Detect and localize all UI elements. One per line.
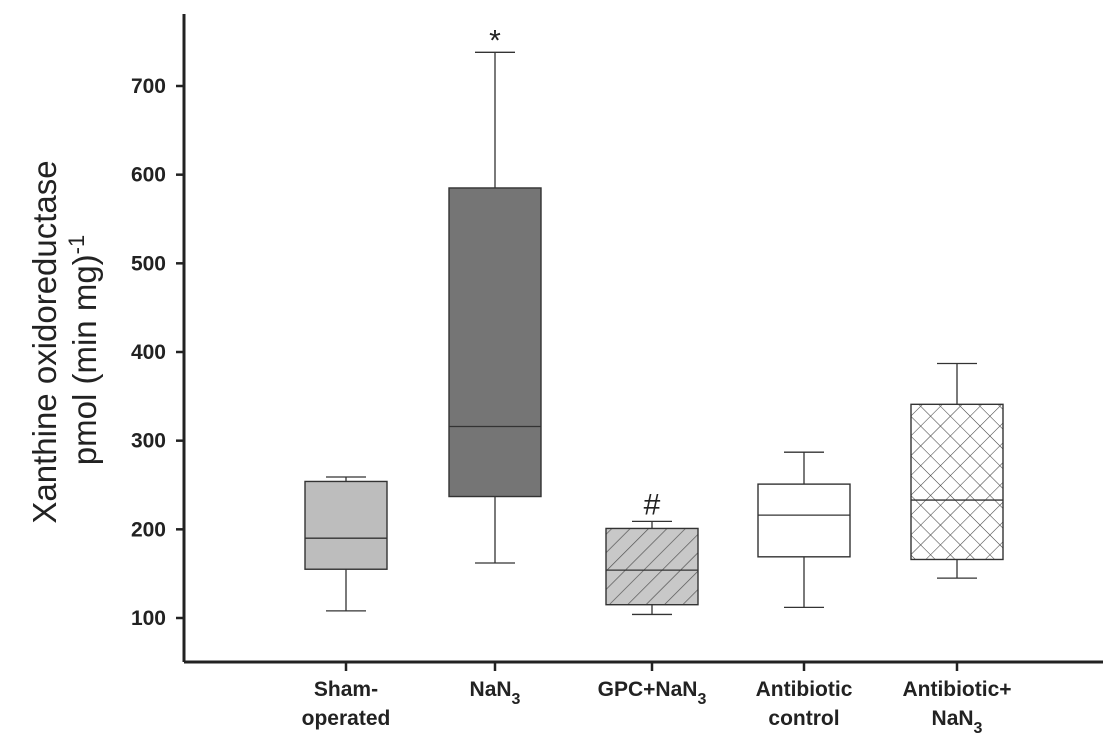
box-group (757, 451, 851, 609)
y-axis-title-line2: pmol (min mg)-1 (64, 235, 103, 465)
box-iqr (605, 527, 699, 606)
category-label: Sham- (314, 678, 378, 701)
category-label: operated (302, 707, 391, 730)
y-tick-label: 400 (131, 341, 166, 364)
box-iqr (304, 480, 388, 570)
axes (182, 14, 1103, 664)
y-axis-title: Xanthine oxidoreductase pmol (min mg)-1 (26, 160, 103, 523)
category-label: Antibiotic (756, 678, 853, 701)
y-tick-label: 500 (131, 252, 166, 275)
category-label: NaN3 (470, 678, 521, 708)
y-ticks: 100 200 300 400 500 600 700 (131, 75, 184, 630)
y-axis-unit-exponent: -1 (64, 235, 89, 255)
category-label: control (768, 707, 839, 730)
category-label: NaN3 (932, 707, 983, 736)
y-tick-label: 300 (131, 430, 166, 453)
y-tick-label: 700 (131, 75, 166, 98)
significance-annotation: * (489, 24, 501, 57)
box-group (910, 362, 1004, 579)
box-iqr (757, 483, 851, 558)
box-iqr (448, 187, 542, 498)
box-iqr (910, 403, 1004, 561)
y-tick-label: 200 (131, 518, 166, 541)
boxes: *# (304, 24, 1004, 616)
y-tick-label: 600 (131, 164, 166, 187)
category-label: GPC+NaN3 (598, 678, 707, 708)
box-group: # (605, 488, 699, 616)
box-group (304, 476, 388, 612)
y-tick-label: 100 (131, 607, 166, 630)
significance-annotation: # (644, 488, 661, 521)
x-labels: Sham-operated NaN3 GPC+NaN3 Antibiotic contr… (302, 678, 1012, 736)
x-ticks (344, 662, 959, 671)
y-axis-unit: pmol (min mg) (66, 254, 103, 465)
category-label: Antibiotic+ (902, 678, 1011, 701)
y-axis-title-line1: Xanthine oxidoreductase (26, 160, 63, 523)
box-group: * (448, 24, 542, 564)
